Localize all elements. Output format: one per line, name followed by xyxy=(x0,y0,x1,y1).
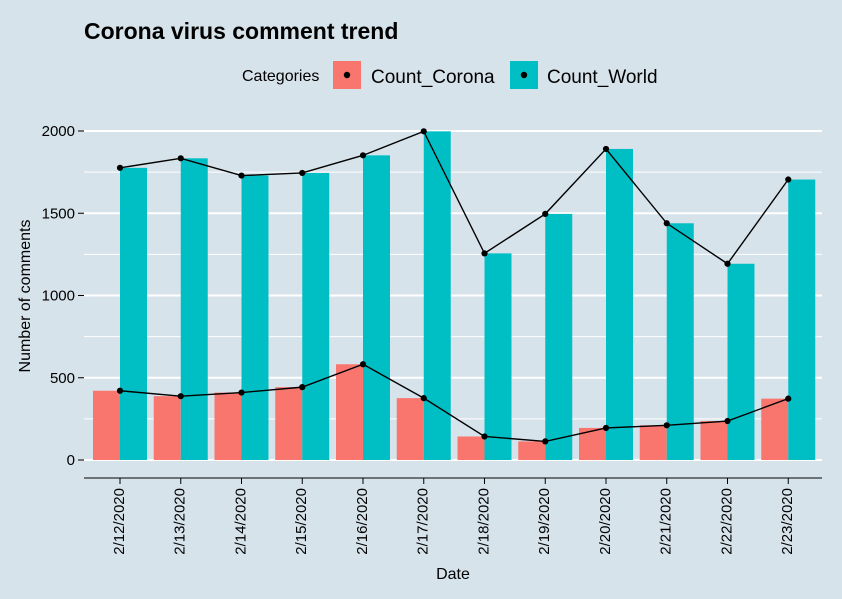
series-line-count-world xyxy=(119,130,789,265)
bar-count-world xyxy=(727,263,755,460)
y-tick-label: 1500 xyxy=(42,205,75,222)
bar-count-world xyxy=(241,175,269,460)
series-point-count-corona xyxy=(602,424,610,432)
legend-point-count-world xyxy=(520,71,528,79)
y-tick-label: 2000 xyxy=(42,123,75,140)
y-axis-title: Number of comments xyxy=(17,220,34,373)
legend-title: Categories xyxy=(242,68,319,85)
series-point-count-corona xyxy=(542,438,549,445)
x-tick-label: 2/15/2020 xyxy=(293,488,310,555)
series-point-count-world xyxy=(602,145,610,153)
series-point-count-corona xyxy=(177,393,184,400)
bar-count-world xyxy=(363,155,390,460)
series-point-count-world xyxy=(238,172,245,179)
series-point-count-corona xyxy=(785,395,792,402)
legend: Categories Count_Corona Count_World xyxy=(242,61,658,89)
bar-count-world xyxy=(666,223,694,460)
bar-count-world xyxy=(120,167,147,460)
x-tick-label: 2/19/2020 xyxy=(536,488,553,555)
bar-count-corona xyxy=(93,390,120,460)
legend-point-count-corona xyxy=(343,71,351,79)
bar-count-corona xyxy=(214,392,242,460)
x-axis-title: Date xyxy=(436,566,470,583)
series-point-count-corona xyxy=(359,361,367,368)
legend-label-count-corona: Count_Corona xyxy=(371,67,495,88)
bar-count-corona xyxy=(700,421,728,460)
x-tick-label: 2/12/2020 xyxy=(111,488,128,555)
x-tick-label: 2/20/2020 xyxy=(597,488,614,555)
series-point-count-world xyxy=(359,152,367,159)
bar-count-corona xyxy=(518,441,546,460)
series-point-count-world xyxy=(299,169,306,177)
x-tick-label: 2/23/2020 xyxy=(779,488,796,555)
bar-count-world xyxy=(180,158,208,460)
bar-count-corona xyxy=(275,387,303,460)
series-point-count-world xyxy=(177,155,184,162)
x-tick-label: 2/16/2020 xyxy=(354,488,371,555)
series-point-count-world xyxy=(481,250,488,257)
bar-count-world xyxy=(484,253,512,460)
plot-bars xyxy=(93,131,816,461)
series-point-count-corona xyxy=(724,417,731,425)
bar-count-corona xyxy=(639,425,667,460)
series-point-count-corona xyxy=(481,433,488,440)
series-point-count-world xyxy=(724,260,731,267)
bar-count-corona xyxy=(761,398,789,460)
x-tick-label: 2/22/2020 xyxy=(718,488,735,555)
bar-count-corona xyxy=(457,436,485,460)
series-point-count-world xyxy=(785,176,792,183)
x-tick-label: 2/18/2020 xyxy=(475,488,492,555)
y-tick-label: 1000 xyxy=(42,288,75,305)
x-axis: 2/12/2020 2/13/2020 2/14/2020 2/15/2020 2/16… xyxy=(84,477,822,555)
bar-count-world xyxy=(302,172,330,460)
series-point-count-corona xyxy=(116,387,124,394)
plot-lines xyxy=(119,130,789,443)
x-tick-label: 2/13/2020 xyxy=(172,488,189,555)
x-tick-label: 2/21/2020 xyxy=(658,488,675,555)
series-point-count-world xyxy=(542,210,549,218)
series-point-count-corona xyxy=(663,422,670,429)
series-line-count-corona xyxy=(119,363,789,443)
bar-count-corona xyxy=(336,364,363,460)
series-point-count-world xyxy=(663,220,670,227)
y-tick-label: 0 xyxy=(67,452,75,469)
series-point-count-corona xyxy=(238,389,245,396)
x-tick-label: 2/14/2020 xyxy=(232,488,249,555)
series-point-count-corona xyxy=(299,384,306,391)
series-point-count-world xyxy=(420,128,427,135)
series-point-count-world xyxy=(116,164,124,171)
legend-label-count-world: Count_World xyxy=(547,67,658,88)
bar-count-corona xyxy=(396,398,424,460)
plot-points xyxy=(116,128,792,445)
bar-count-world xyxy=(423,131,451,461)
y-axis: 0 500 1000 1500 2000 xyxy=(42,123,84,469)
chart-title: Corona virus comment trend xyxy=(84,18,398,44)
x-tick-label: 2/17/2020 xyxy=(415,488,432,555)
bar-count-world xyxy=(788,179,816,460)
series-point-count-corona xyxy=(420,395,427,402)
bar-count-corona xyxy=(153,396,181,460)
y-tick-label: 500 xyxy=(50,370,75,387)
bar-count-world xyxy=(545,213,573,460)
bar-count-world xyxy=(606,148,633,461)
